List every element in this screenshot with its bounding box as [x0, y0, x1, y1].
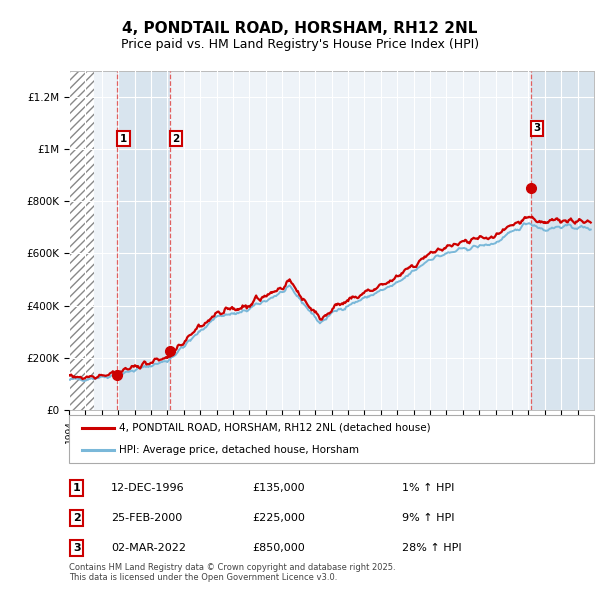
Text: 3: 3 [533, 123, 541, 133]
Text: 2: 2 [73, 513, 80, 523]
Text: 4, PONDTAIL ROAD, HORSHAM, RH12 2NL (detached house): 4, PONDTAIL ROAD, HORSHAM, RH12 2NL (det… [119, 423, 431, 433]
Text: 9% ↑ HPI: 9% ↑ HPI [402, 513, 455, 523]
Text: 2: 2 [172, 134, 179, 143]
Bar [531, 71, 594, 410]
Text: Contains HM Land Registry data © Crown copyright and database right 2025.
This d: Contains HM Land Registry data © Crown c… [69, 563, 395, 582]
Text: 3: 3 [73, 543, 80, 553]
Text: 1: 1 [120, 134, 127, 143]
Text: 1: 1 [73, 483, 80, 493]
Text: 1% ↑ HPI: 1% ↑ HPI [402, 483, 454, 493]
Text: £225,000: £225,000 [252, 513, 305, 523]
Text: 02-MAR-2022: 02-MAR-2022 [111, 543, 186, 553]
Text: £135,000: £135,000 [252, 483, 305, 493]
Text: HPI: Average price, detached house, Horsham: HPI: Average price, detached house, Hors… [119, 445, 359, 455]
Bar [69, 71, 94, 410]
Text: 12-DEC-1996: 12-DEC-1996 [111, 483, 185, 493]
Text: 28% ↑ HPI: 28% ↑ HPI [402, 543, 461, 553]
Text: 25-FEB-2000: 25-FEB-2000 [111, 513, 182, 523]
Text: 4, PONDTAIL ROAD, HORSHAM, RH12 2NL: 4, PONDTAIL ROAD, HORSHAM, RH12 2NL [122, 21, 478, 35]
Text: Price paid vs. HM Land Registry's House Price Index (HPI): Price paid vs. HM Land Registry's House … [121, 38, 479, 51]
Bar [118, 71, 170, 410]
Text: £850,000: £850,000 [252, 543, 305, 553]
